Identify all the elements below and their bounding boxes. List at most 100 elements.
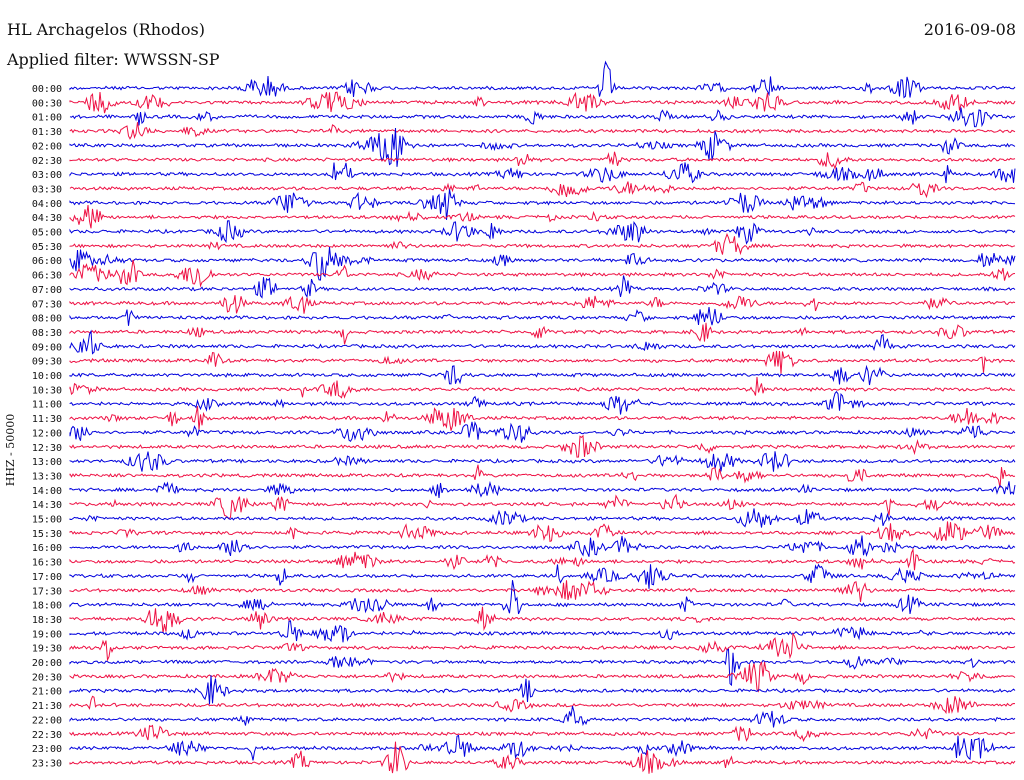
seismic-trace	[69, 205, 1016, 229]
time-tick-label: 13:30	[32, 471, 62, 482]
seismic-trace	[69, 724, 1016, 743]
time-tick-label: 06:00	[32, 256, 62, 267]
recording-date: 2016-09-08	[923, 20, 1016, 39]
filter-label: Applied filter: WWSSN-SP	[7, 50, 220, 69]
time-tick-label: 03:00	[32, 170, 62, 181]
time-tick-label: 19:00	[32, 629, 62, 640]
seismic-trace	[69, 151, 1016, 171]
seismic-trace	[69, 580, 1016, 603]
time-tick-label: 12:00	[32, 428, 62, 439]
seismic-trace	[69, 547, 1016, 571]
seismic-trace	[69, 464, 1016, 488]
seismic-trace	[69, 162, 1016, 184]
seismic-trace	[69, 60, 1016, 99]
seismic-trace	[69, 480, 1016, 498]
time-tick-label: 16:30	[32, 558, 62, 569]
seismic-trace	[69, 632, 1016, 662]
seismic-trace	[69, 189, 1016, 220]
time-tick-label: 10:30	[32, 385, 62, 396]
seismic-trace	[69, 295, 1016, 314]
time-tick-label: 03:30	[32, 184, 62, 195]
seismic-trace	[69, 741, 1016, 774]
time-tick-label: 17:00	[32, 572, 62, 583]
time-tick-label: 20:00	[32, 658, 62, 669]
time-tick-label: 07:00	[32, 285, 62, 296]
seismic-trace	[69, 181, 1016, 199]
time-tick-label: 19:30	[32, 644, 62, 655]
seismic-trace	[69, 648, 1016, 687]
seismic-trace	[69, 521, 1016, 543]
seismic-trace	[69, 535, 1016, 557]
time-tick-label: 14:30	[32, 500, 62, 511]
seismic-trace	[69, 122, 1016, 140]
time-tick-label: 05:30	[32, 242, 62, 253]
time-tick-label: 09:00	[32, 342, 62, 353]
seismic-trace	[69, 390, 1016, 415]
seismic-trace	[69, 493, 1016, 520]
time-tick-label: 10:00	[32, 371, 62, 382]
time-tick-label: 11:00	[32, 400, 62, 411]
time-tick-label: 23:30	[32, 758, 62, 769]
seismic-trace	[69, 364, 1016, 386]
seismic-trace	[69, 508, 1016, 528]
time-tick-label: 11:30	[32, 414, 62, 425]
time-tick-label: 05:00	[32, 228, 62, 239]
time-tick-label: 21:30	[32, 701, 62, 712]
time-tick-label: 02:00	[32, 141, 62, 152]
time-tick-label: 18:30	[32, 615, 62, 626]
seismic-trace	[69, 259, 1016, 288]
time-tick-label: 21:00	[32, 687, 62, 698]
time-tick-label: 09:30	[32, 357, 62, 368]
time-tick-label: 22:30	[32, 730, 62, 741]
time-tick-label: 18:00	[32, 601, 62, 612]
time-tick-label: 00:30	[32, 98, 62, 109]
time-tick-label: 01:00	[32, 113, 62, 124]
seismic-trace	[69, 107, 1016, 128]
seismic-trace	[69, 563, 1016, 589]
seismic-trace	[69, 695, 1016, 715]
time-tick-label: 20:30	[32, 672, 62, 683]
seismic-trace	[69, 307, 1016, 326]
seismic-trace	[69, 322, 1016, 345]
time-tick-label: 00:00	[32, 84, 62, 95]
time-tick-label: 12:30	[32, 443, 62, 454]
time-tick-label: 06:30	[32, 271, 62, 282]
time-tick-label: 15:00	[32, 515, 62, 526]
time-tick-label: 08:00	[32, 314, 62, 325]
station-title: HL Archagelos (Rhodos)	[7, 20, 205, 39]
seismic-trace	[69, 232, 1016, 256]
time-tick-label: 16:00	[32, 543, 62, 554]
time-tick-label: 23:00	[32, 744, 62, 755]
seismic-trace	[69, 434, 1016, 458]
time-tick-label: 14:00	[32, 486, 62, 497]
seismic-trace	[69, 580, 1016, 615]
time-tick-label: 08:30	[32, 328, 62, 339]
seismic-trace	[69, 705, 1016, 728]
seismic-trace	[69, 606, 1016, 633]
time-tick-label: 07:30	[32, 299, 62, 310]
seismic-trace	[69, 675, 1016, 705]
seismic-trace	[69, 220, 1016, 245]
seismic-trace	[69, 451, 1016, 472]
time-tick-label: 17:30	[32, 586, 62, 597]
seismic-trace	[69, 406, 1016, 431]
time-tick-label: 04:00	[32, 199, 62, 210]
time-tick-label: 04:30	[32, 213, 62, 224]
seismic-trace	[69, 329, 1016, 355]
seismic-trace	[69, 275, 1016, 299]
seismic-trace	[69, 91, 1016, 114]
seismic-trace	[69, 421, 1016, 443]
time-tick-label: 22:00	[32, 715, 62, 726]
seismic-trace	[69, 620, 1016, 643]
time-tick-label: 02:30	[32, 156, 62, 167]
time-tick-label: 01:30	[32, 127, 62, 138]
seismic-trace	[69, 661, 1016, 693]
seismic-trace	[69, 734, 1016, 761]
seismic-trace	[69, 247, 1016, 281]
seismic-trace	[69, 127, 1016, 167]
seismic-trace	[69, 376, 1016, 399]
time-tick-label: 13:00	[32, 457, 62, 468]
seismic-trace	[69, 350, 1016, 374]
time-tick-label: 15:30	[32, 529, 62, 540]
